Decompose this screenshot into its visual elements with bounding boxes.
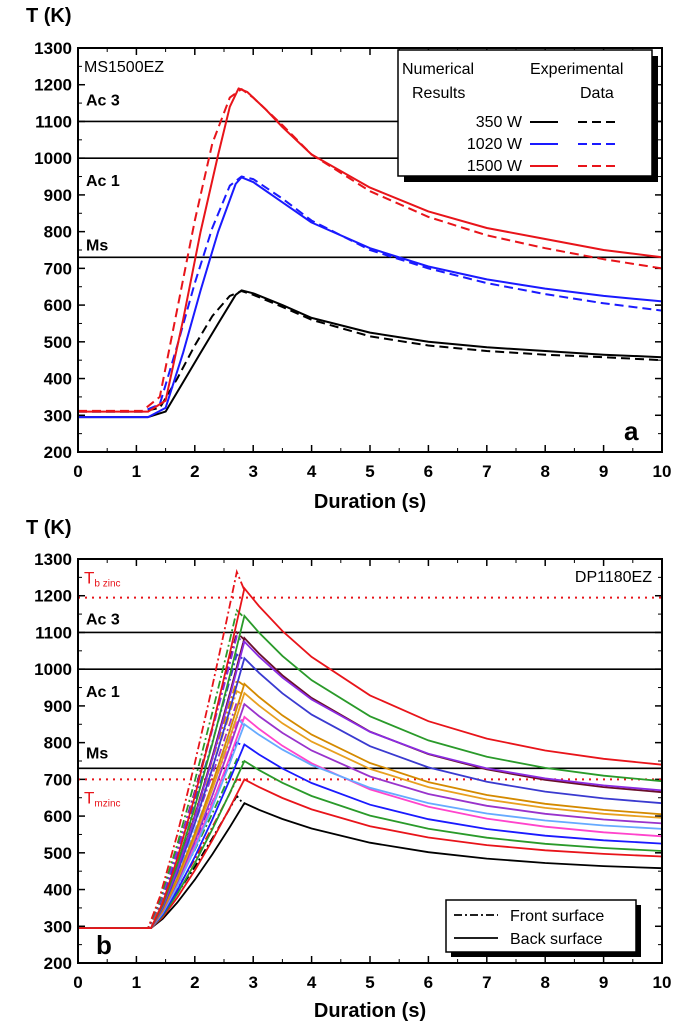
data-series-line <box>78 290 663 413</box>
legend-header-results: Results <box>412 85 465 102</box>
y-tick-label: 900 <box>44 697 72 716</box>
zinc-temperature-subscript: b zinc <box>94 579 120 590</box>
x-tick-label: 0 <box>73 973 82 992</box>
legend-box <box>445 899 637 953</box>
data-series-line <box>78 88 663 412</box>
panel-letter: a <box>624 416 639 446</box>
legend-entry-label: 350 W <box>476 114 523 131</box>
x-tick-label: 9 <box>599 973 608 992</box>
back-surface-curve <box>78 743 663 929</box>
y-tick-label: 1100 <box>35 112 72 131</box>
reference-label: Ac 1 <box>86 684 120 701</box>
y-tick-label: 500 <box>44 333 72 352</box>
y-tick-label: 200 <box>44 443 72 462</box>
x-tick-label: 1 <box>132 462 141 481</box>
back-surface-curve <box>78 778 663 929</box>
x-axis-label: Duration (s) <box>314 1000 426 1022</box>
legend-entry-back: Back surface <box>510 931 603 948</box>
x-tick-label: 2 <box>190 462 199 481</box>
y-tick-label: 500 <box>44 844 72 863</box>
back-surface-curve <box>78 639 663 929</box>
plot-frame <box>77 558 663 964</box>
y-tick-label: 1000 <box>34 660 72 679</box>
data-series-line <box>78 175 663 413</box>
y-tick-label: 1200 <box>34 76 72 95</box>
x-tick-label: 1 <box>132 973 141 992</box>
x-tick-label: 5 <box>365 462 374 481</box>
y-axis-label: T (K) <box>26 5 72 27</box>
x-tick-label: 6 <box>424 462 433 481</box>
y-tick-label: 600 <box>44 296 72 315</box>
x-tick-label: 3 <box>248 462 257 481</box>
y-tick-label: 1100 <box>35 623 72 642</box>
y-tick-label: 300 <box>44 917 72 936</box>
x-tick-label: 7 <box>482 973 491 992</box>
reference-label: Ms <box>86 237 108 254</box>
reference-label: Ms <box>86 745 108 762</box>
back-surface-curve <box>78 759 663 929</box>
y-tick-label: 400 <box>44 881 72 900</box>
zinc-temperature-subscript: mzinc <box>94 798 120 809</box>
legend-box <box>397 49 653 177</box>
zinc-temperature-label: Tmzinc <box>84 788 121 809</box>
y-tick-label: 1300 <box>34 550 72 569</box>
y-axis-label: T (K) <box>26 517 72 539</box>
x-tick-label: 2 <box>190 973 199 992</box>
back-surface-curve <box>78 722 663 929</box>
back-surface-curve <box>78 586 663 929</box>
y-tick-label: 800 <box>44 734 72 753</box>
y-tick-label: 1300 <box>34 39 72 58</box>
x-tick-label: 8 <box>540 462 549 481</box>
y-tick-label: 700 <box>44 770 72 789</box>
y-tick-label: 1000 <box>34 149 72 168</box>
y-tick-label: 1200 <box>34 587 72 606</box>
x-tick-label: 8 <box>540 973 549 992</box>
plot-frame <box>77 47 663 453</box>
panel-b: T (K)Duration (s)20030040050060070080090… <box>26 517 671 1022</box>
legend-entry-label: 1500 W <box>467 158 523 175</box>
legend-entry-label: 1020 W <box>467 136 523 153</box>
y-tick-label: 300 <box>44 406 72 425</box>
legend-header-experimental: Experimental <box>530 61 623 78</box>
reference-label: Ac 3 <box>86 611 120 628</box>
x-tick-label: 10 <box>653 462 672 481</box>
zinc-temperature-label: Tb zinc <box>84 569 121 590</box>
reference-label: Ac 3 <box>86 92 120 109</box>
y-tick-label: 700 <box>44 259 72 278</box>
panel-letter: b <box>96 930 112 960</box>
back-surface-curve <box>78 614 663 929</box>
reference-label: Ac 1 <box>86 173 120 190</box>
y-tick-label: 900 <box>44 186 72 205</box>
x-tick-label: 3 <box>248 973 257 992</box>
y-tick-label: 800 <box>44 223 72 242</box>
back-surface-curve <box>78 682 663 929</box>
legend-header-numerical: Numerical <box>402 61 474 78</box>
y-tick-label: 200 <box>44 954 72 973</box>
back-surface-curve <box>78 802 663 929</box>
legend-header-data: Data <box>580 85 614 102</box>
x-tick-label: 4 <box>307 973 317 992</box>
panel-a: T (K)Duration (s)20030040050060070080090… <box>26 5 671 513</box>
y-tick-label: 600 <box>44 807 72 826</box>
x-tick-label: 0 <box>73 462 82 481</box>
x-tick-label: 9 <box>599 462 608 481</box>
data-series-line <box>78 176 663 419</box>
x-tick-label: 7 <box>482 462 491 481</box>
front-surface-curve <box>78 568 246 929</box>
back-surface-curve <box>78 656 663 929</box>
y-tick-label: 400 <box>44 370 72 389</box>
material-label: MS1500EZ <box>84 59 164 76</box>
x-tick-label: 10 <box>653 973 672 992</box>
x-axis-label: Duration (s) <box>314 491 426 513</box>
x-tick-label: 6 <box>424 973 433 992</box>
x-tick-label: 5 <box>365 973 374 992</box>
data-series-line <box>78 289 663 419</box>
legend-entry-front: Front surface <box>510 908 604 925</box>
x-tick-label: 4 <box>307 462 317 481</box>
material-label: DP1180EZ <box>575 569 652 586</box>
